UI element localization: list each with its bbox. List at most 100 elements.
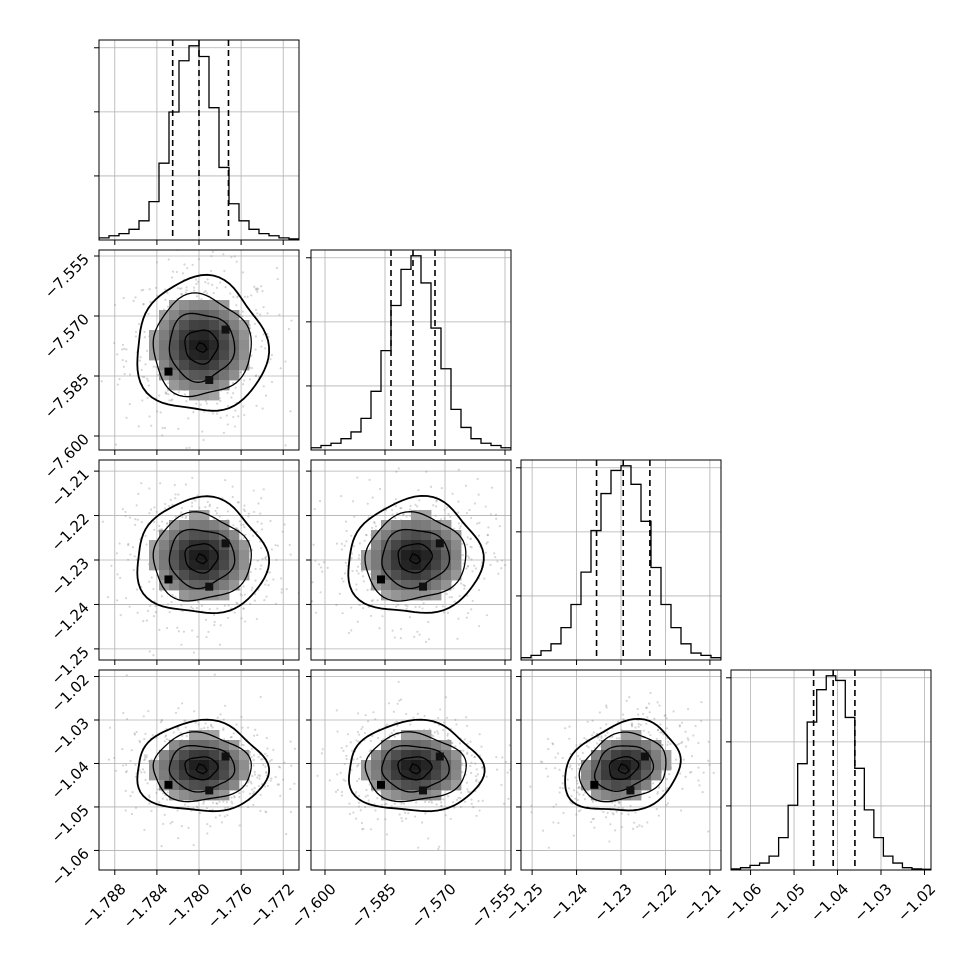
sample-point bbox=[147, 709, 150, 713]
sample-point bbox=[229, 736, 232, 739]
sample-point bbox=[125, 360, 128, 363]
sample-point bbox=[319, 591, 322, 594]
sample-point bbox=[259, 695, 262, 698]
x-tick-label: −1.05 bbox=[764, 880, 809, 925]
sample-point bbox=[466, 788, 469, 791]
sample-point bbox=[252, 734, 256, 737]
sample-point bbox=[256, 288, 259, 291]
sample-point bbox=[180, 643, 183, 646]
sample-point bbox=[513, 782, 515, 784]
sample-point bbox=[340, 542, 344, 545]
sample-point bbox=[620, 812, 624, 815]
sample-point bbox=[208, 608, 211, 611]
sample-point bbox=[631, 827, 635, 830]
sample-point bbox=[346, 733, 350, 736]
density-cell bbox=[189, 570, 200, 581]
density-cell bbox=[199, 530, 210, 541]
density-cell bbox=[159, 750, 170, 761]
density-cell bbox=[411, 520, 422, 531]
density-cell bbox=[199, 300, 210, 311]
sample-point bbox=[453, 806, 456, 809]
sample-point bbox=[170, 276, 174, 279]
sample-point bbox=[572, 834, 575, 837]
sample-point bbox=[177, 707, 180, 710]
sample-point bbox=[242, 508, 246, 511]
sample-point bbox=[184, 726, 187, 729]
sample-point bbox=[129, 759, 132, 763]
sample-point bbox=[224, 478, 227, 482]
sample-point bbox=[606, 811, 609, 814]
sample-point bbox=[121, 358, 124, 362]
sample-point bbox=[185, 515, 188, 518]
sample-point bbox=[381, 615, 384, 618]
y-tick-label: −1.24 bbox=[48, 599, 93, 644]
sample-point bbox=[165, 392, 168, 395]
sample-point bbox=[185, 400, 188, 403]
sample-point bbox=[257, 502, 260, 505]
density-cell bbox=[239, 360, 250, 371]
sample-point bbox=[469, 771, 473, 775]
sample-point bbox=[424, 640, 428, 643]
sample-point bbox=[602, 810, 605, 814]
sample-point bbox=[666, 802, 670, 805]
sample-point bbox=[494, 556, 497, 559]
sample-point bbox=[290, 319, 293, 322]
density-cell bbox=[391, 760, 402, 771]
sample-point bbox=[434, 505, 438, 508]
sample-point bbox=[138, 739, 141, 743]
sample-point bbox=[195, 805, 198, 808]
sample-point bbox=[473, 755, 477, 759]
density-cell bbox=[199, 570, 210, 581]
density-cell bbox=[179, 560, 190, 571]
sample-point bbox=[477, 624, 481, 628]
density-cell bbox=[169, 360, 180, 371]
sample-point bbox=[362, 827, 365, 830]
density-cell bbox=[159, 320, 170, 331]
sample-point bbox=[244, 533, 247, 536]
sample-point bbox=[216, 607, 219, 610]
density-cell bbox=[411, 510, 422, 521]
sample-point bbox=[206, 822, 209, 826]
sample-point bbox=[551, 742, 554, 745]
sample-point bbox=[207, 630, 210, 633]
sample-point bbox=[598, 711, 601, 714]
sample-point bbox=[293, 747, 296, 750]
density-peak bbox=[419, 786, 427, 795]
sample-point bbox=[612, 813, 615, 816]
density-cells bbox=[361, 730, 462, 801]
sample-point bbox=[320, 752, 324, 755]
density-cell bbox=[391, 520, 402, 531]
sample-point bbox=[605, 706, 608, 709]
sample-point bbox=[386, 723, 389, 726]
sample-point bbox=[234, 409, 237, 412]
sample-point bbox=[193, 286, 196, 289]
density-cell bbox=[199, 790, 210, 801]
sample-point bbox=[155, 261, 159, 264]
sample-point bbox=[218, 643, 222, 646]
density-cell bbox=[169, 380, 180, 391]
sample-point bbox=[611, 801, 614, 804]
sample-point bbox=[160, 844, 163, 848]
sample-point bbox=[137, 492, 140, 496]
sample-point bbox=[173, 483, 176, 487]
sample-point bbox=[134, 763, 137, 766]
sample-point bbox=[224, 285, 227, 289]
sample-point bbox=[231, 802, 234, 805]
sample-point bbox=[238, 824, 241, 827]
density-cell bbox=[641, 770, 652, 781]
sample-point bbox=[161, 426, 164, 430]
sample-point bbox=[141, 768, 145, 771]
sample-point bbox=[236, 501, 239, 504]
sample-point bbox=[394, 516, 397, 520]
sample-point bbox=[121, 507, 124, 511]
density-cell bbox=[179, 320, 190, 331]
sample-point bbox=[199, 403, 202, 406]
sample-point bbox=[343, 762, 346, 766]
sample-point bbox=[242, 523, 245, 526]
density-cell bbox=[361, 550, 372, 561]
sample-point bbox=[188, 446, 191, 449]
sample-point bbox=[270, 777, 273, 780]
sample-point bbox=[430, 801, 434, 804]
sample-point bbox=[687, 738, 690, 742]
sample-point bbox=[121, 764, 125, 767]
